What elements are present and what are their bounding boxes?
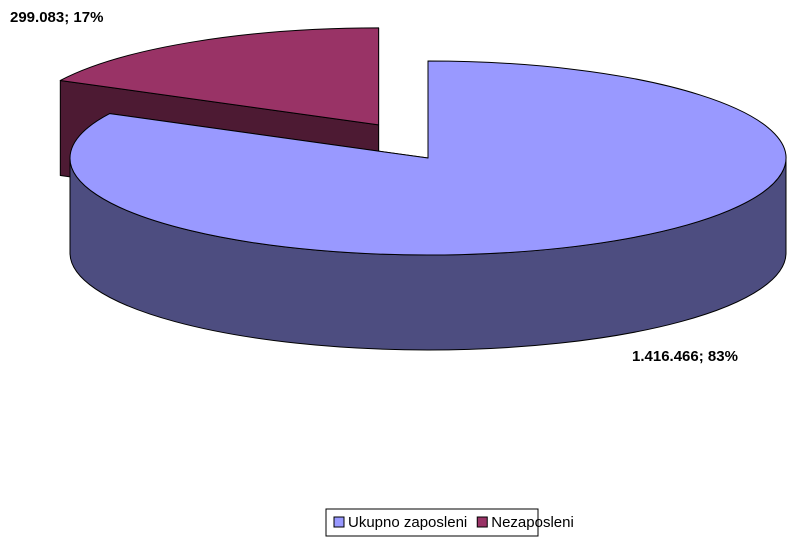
legend-swatch — [333, 516, 345, 528]
slice-top — [59, 27, 380, 126]
legend-label: Ukupno zaposleni — [348, 514, 467, 531]
slice-top — [69, 60, 787, 256]
legend-swatch — [476, 516, 488, 528]
data-label: 299.083; 17% — [10, 9, 103, 26]
legend-label: Nezaposleni — [491, 514, 574, 531]
legend-box — [325, 508, 539, 537]
data-label: 1.416.466; 83% — [632, 348, 738, 365]
